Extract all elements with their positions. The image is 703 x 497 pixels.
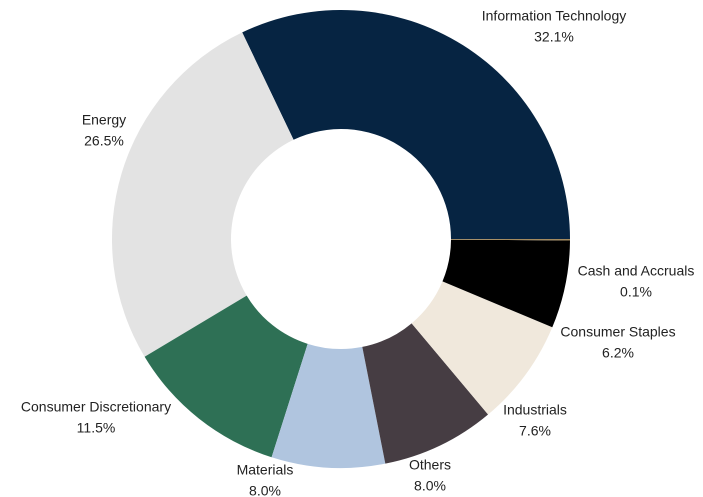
slice xyxy=(411,281,553,415)
slice-label: Others xyxy=(409,457,451,473)
slice-label: Consumer Discretionary xyxy=(21,399,171,415)
slice-value: 11.5% xyxy=(77,420,116,436)
slice xyxy=(242,9,570,240)
slice xyxy=(144,295,308,458)
slice-label: Industrials xyxy=(503,402,567,418)
slice xyxy=(442,239,570,328)
slice xyxy=(112,32,294,357)
slice xyxy=(450,239,570,241)
slice-value: 8.0% xyxy=(249,483,281,497)
slice-label: Consumer Staples xyxy=(560,324,675,340)
slice-value: 32.1% xyxy=(534,29,574,45)
slice xyxy=(362,323,489,464)
slice-label: Cash and Accruals xyxy=(578,263,695,279)
slice-value: 6.2% xyxy=(602,345,634,361)
slice-value: 8.0% xyxy=(414,478,446,494)
slice-value: 7.6% xyxy=(519,423,551,439)
slice-label: Information Technology xyxy=(482,8,627,24)
slice-value: 26.5% xyxy=(84,133,124,149)
slice-label: Materials xyxy=(237,462,294,478)
slice xyxy=(271,343,386,469)
slice-value: 0.1% xyxy=(620,284,652,300)
slice-label: Energy xyxy=(82,112,126,128)
